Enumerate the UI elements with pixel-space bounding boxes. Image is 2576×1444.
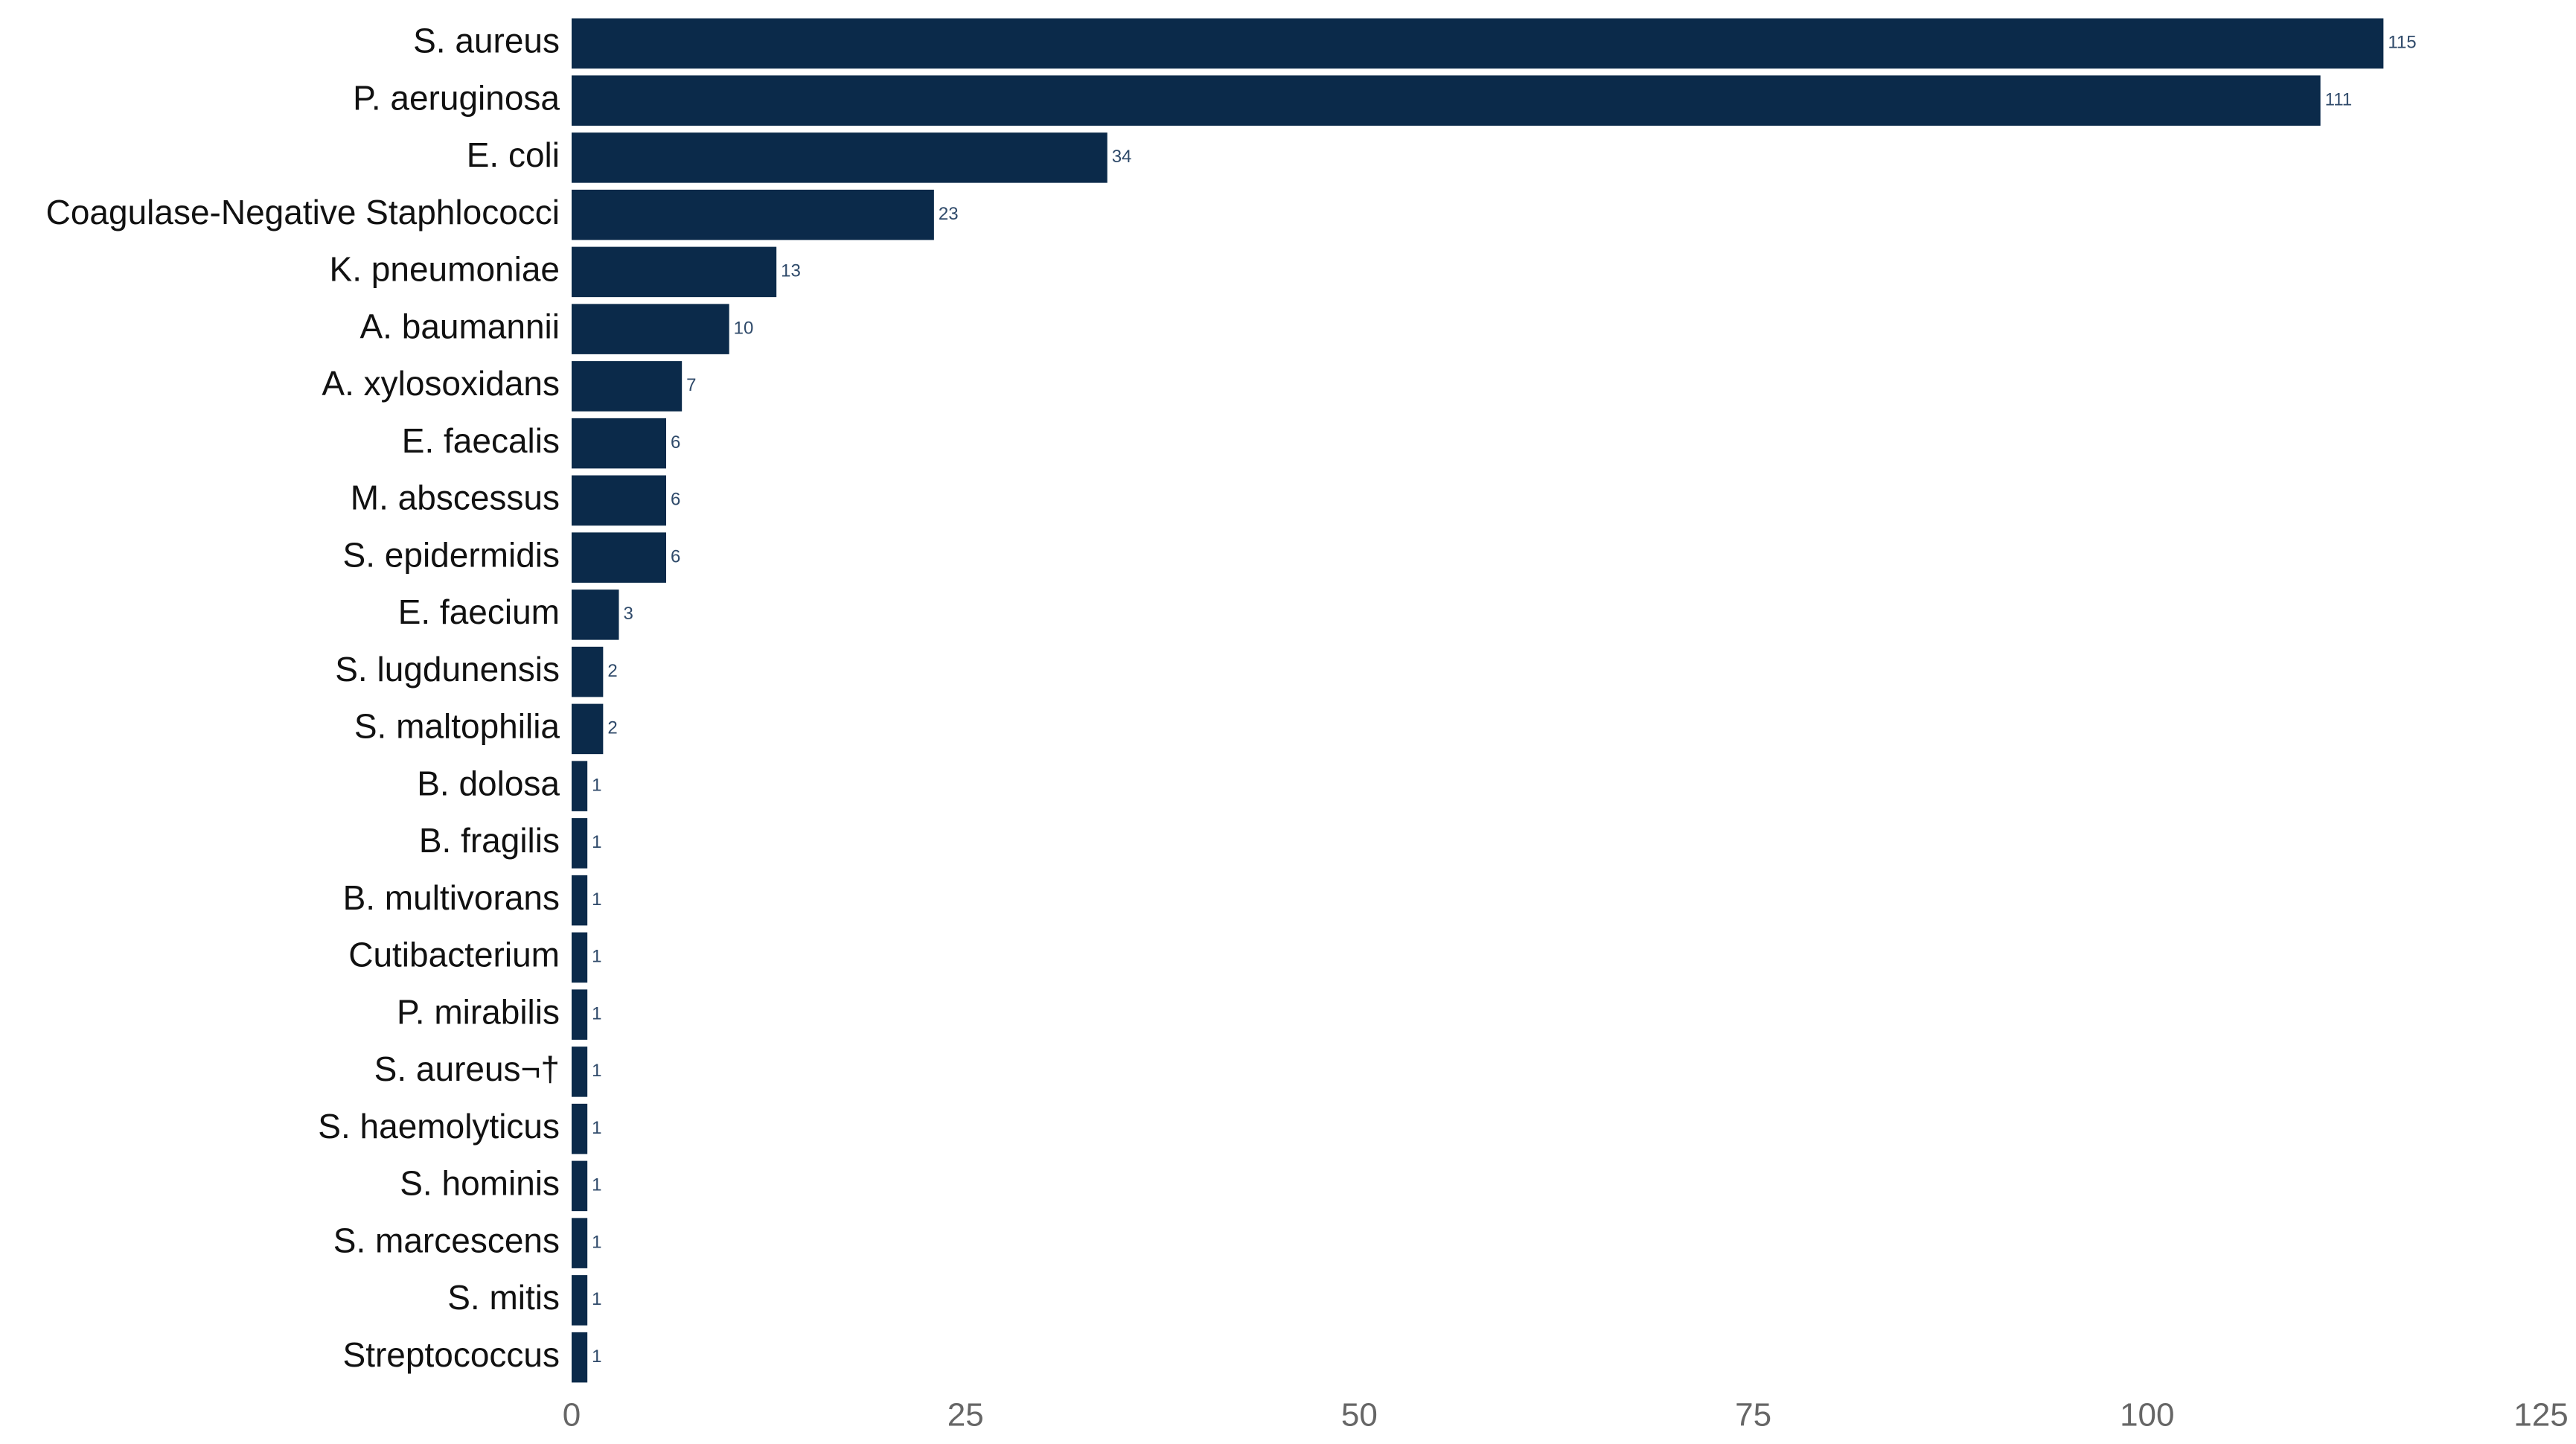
x-tick-label: 50: [1341, 1397, 1378, 1434]
bar: [572, 132, 1108, 183]
value-label: 111: [2325, 89, 2352, 109]
bar: [572, 1332, 588, 1383]
value-label: 1: [592, 1061, 601, 1081]
bar: [572, 989, 588, 1040]
y-tick-label: E. faecalis: [402, 421, 560, 460]
bar: [572, 1103, 588, 1154]
value-label: 7: [686, 375, 696, 395]
bar: [572, 189, 934, 240]
bar: [572, 646, 604, 697]
bar: [572, 818, 588, 869]
y-tick-label: E. faecium: [398, 592, 560, 631]
value-label: 1: [592, 1346, 601, 1367]
value-label: 1: [592, 1175, 601, 1195]
bar: [572, 761, 588, 811]
value-label: 2: [607, 718, 617, 738]
x-tick-label: 25: [947, 1397, 984, 1434]
bar: [572, 875, 588, 926]
value-label: 6: [671, 490, 680, 510]
x-tick-label: 100: [2120, 1397, 2174, 1434]
value-label: 1: [592, 947, 601, 967]
y-tick-label: K. pneumoniae: [330, 250, 560, 289]
bar: [572, 18, 2384, 69]
y-tick-label: M. abscessus: [351, 479, 560, 517]
x-tick-label: 125: [2513, 1397, 2568, 1434]
value-label: 1: [592, 775, 601, 795]
value-label: 3: [624, 604, 633, 624]
y-tick-label: E. coli: [467, 135, 560, 174]
y-tick-label: S. hominis: [400, 1164, 560, 1203]
y-tick-label: Streptococcus: [343, 1335, 560, 1374]
value-label: 13: [781, 261, 801, 281]
bar: [572, 932, 588, 983]
y-tick-label: P. aeruginosa: [353, 78, 560, 117]
y-tick-label: B. fragilis: [419, 821, 560, 860]
y-tick-label: A. xylosoxidans: [322, 364, 560, 403]
y-tick-label: B. dolosa: [417, 764, 560, 802]
x-tick-label: 75: [1735, 1397, 1771, 1434]
value-label: 34: [1112, 147, 1132, 167]
y-tick-label: S. lugdunensis: [335, 650, 560, 689]
bar: [572, 703, 604, 755]
value-label: 1: [592, 1289, 601, 1309]
bar: [572, 1047, 588, 1097]
y-tick-label: S. mitis: [447, 1278, 560, 1317]
bar: [572, 590, 619, 640]
value-label: 6: [671, 546, 680, 566]
bar: [572, 532, 667, 583]
y-tick-label: S. aureus: [413, 22, 560, 60]
bar: [572, 1160, 588, 1212]
bar: [572, 1275, 588, 1326]
y-tick-label: S. epidermidis: [343, 535, 560, 574]
y-tick-label: A. baumannii: [360, 307, 560, 345]
value-label: 1: [592, 1232, 601, 1252]
y-tick-label: S. haemolyticus: [318, 1107, 560, 1146]
value-label: 23: [939, 204, 959, 224]
bar: [572, 361, 683, 412]
y-tick-label: Cutibacterium: [348, 936, 560, 974]
bar: [572, 475, 667, 526]
x-tick-label: 0: [563, 1397, 581, 1434]
y-tick-label: B. multivorans: [343, 878, 560, 917]
value-label: 1: [592, 889, 601, 910]
value-label: 10: [734, 318, 754, 338]
bar: [572, 304, 729, 354]
value-label: 1: [592, 1003, 601, 1023]
y-tick-label: S. aureus¬†: [374, 1050, 560, 1088]
bar: [572, 75, 2321, 126]
y-tick-label: Coagulase-Negative Staphlococci: [46, 193, 560, 231]
value-label: 1: [592, 1118, 601, 1138]
value-label: 2: [607, 661, 617, 681]
bar: [572, 1218, 588, 1268]
y-tick-label: P. mirabilis: [397, 992, 560, 1031]
value-label: 6: [671, 432, 680, 453]
bar: [572, 418, 667, 469]
bar: [572, 246, 777, 298]
value-label: 1: [592, 832, 601, 852]
y-tick-label: S. maltophilia: [354, 707, 560, 746]
value-label: 115: [2388, 33, 2416, 53]
y-tick-label: S. marcescens: [333, 1221, 560, 1259]
